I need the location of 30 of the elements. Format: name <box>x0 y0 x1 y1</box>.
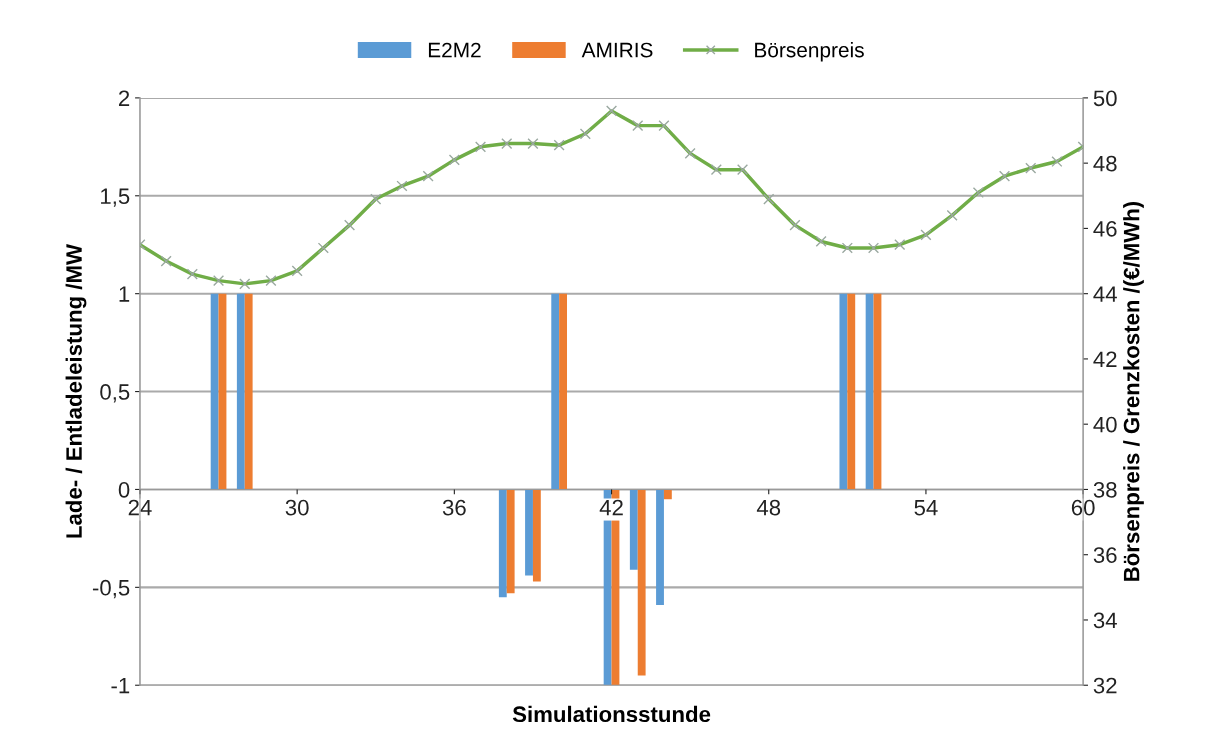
x-tick-label: 30 <box>285 499 309 516</box>
x-tick-label: 36 <box>442 499 466 516</box>
y2-tick-label: 38 <box>1093 481 1117 498</box>
x-tick-label: 24 <box>128 499 152 516</box>
y-tick-label: 0 <box>118 481 130 498</box>
x-tick-label: 42 <box>599 499 623 516</box>
y2-tick-label: 36 <box>1093 547 1117 563</box>
x-tick-label: 48 <box>756 499 781 516</box>
legend-label: Börsenpreis <box>755 42 864 62</box>
y-tick-label: 2 <box>118 90 130 106</box>
y-axis-title: Lade- / Entladeleistung /MW <box>65 244 87 538</box>
legend-label: E2M2 <box>428 42 481 58</box>
y-tick-label: -0,5 <box>92 579 130 599</box>
y-tick-label: 1 <box>119 286 130 302</box>
y2-tick-label: 46 <box>1093 220 1117 237</box>
x-tick-label: 60 <box>1071 499 1095 516</box>
y2-tick-label: 50 <box>1093 90 1117 107</box>
y2-tick-label: 48 <box>1093 155 1117 172</box>
y-tick-label: 0,5 <box>100 384 130 403</box>
legend-label: AMIRIS <box>581 42 653 58</box>
y2-axis-title: Börsenpreis / Grenzkosten /(€/MWh) <box>1123 201 1144 581</box>
y2-tick-label: 34 <box>1093 612 1117 629</box>
x-axis-title: Simulationsstunde <box>512 705 711 723</box>
y2-tick-label: 40 <box>1093 416 1117 433</box>
y-tick-label: 1,5 <box>101 188 130 207</box>
y-tick-label: -1 <box>111 677 130 694</box>
x-tick-label: 54 <box>914 499 938 516</box>
y2-tick-label: 32 <box>1093 677 1117 694</box>
y2-tick-label: 44 <box>1093 286 1117 302</box>
y2-tick-label: 42 <box>1093 351 1117 367</box>
